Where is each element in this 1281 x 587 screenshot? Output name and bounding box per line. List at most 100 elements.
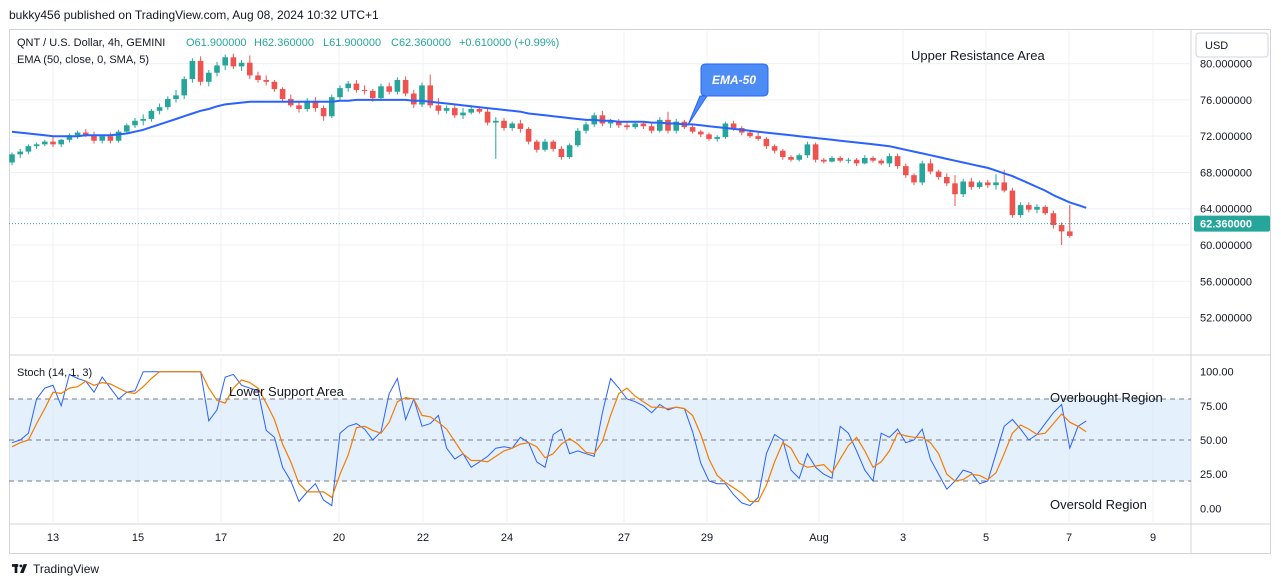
candle-body xyxy=(935,171,942,177)
candle-body xyxy=(222,57,228,66)
candle-body xyxy=(821,159,827,162)
candle xyxy=(443,105,450,114)
candle xyxy=(173,89,179,103)
candle xyxy=(886,153,893,168)
candle-body xyxy=(83,132,89,136)
candle-body xyxy=(370,90,376,99)
candle-body xyxy=(468,108,474,113)
candle xyxy=(796,153,802,162)
candle-body xyxy=(419,85,425,105)
currency-label[interactable]: USD xyxy=(1205,40,1228,52)
candle xyxy=(476,107,483,114)
candle xyxy=(862,155,868,165)
candle xyxy=(230,53,237,70)
candle-body xyxy=(58,139,64,145)
legend-stoch: Stoch (14, 1, 3) xyxy=(17,367,92,379)
candle xyxy=(525,127,532,145)
candle xyxy=(238,60,245,71)
candle-body xyxy=(706,134,712,139)
candle-body xyxy=(583,124,589,131)
footer-logo[interactable]: TradingView xyxy=(12,562,99,576)
time-tick-label: 24 xyxy=(501,532,513,544)
candle xyxy=(255,71,261,83)
candle xyxy=(320,105,327,121)
candle xyxy=(837,156,843,163)
candle-body xyxy=(1017,205,1024,216)
candle-body xyxy=(853,159,860,164)
candle-body xyxy=(976,182,983,187)
candle xyxy=(386,82,392,95)
time-tick-label: 17 xyxy=(215,532,227,544)
candle xyxy=(361,85,368,95)
candle-body xyxy=(607,121,614,124)
candle xyxy=(402,76,409,97)
candle-body xyxy=(50,141,56,145)
candle xyxy=(189,58,196,83)
legend-open: O61.900000 xyxy=(186,37,247,49)
candle xyxy=(1042,205,1048,216)
candle-body xyxy=(624,125,630,128)
price-tick-label: 52.000000 xyxy=(1200,313,1252,325)
candle xyxy=(509,121,515,131)
candle-body xyxy=(255,75,261,80)
candle xyxy=(599,110,606,127)
candle-body xyxy=(747,132,753,137)
candle-body xyxy=(944,176,950,184)
candle-body xyxy=(599,115,606,124)
candle-body xyxy=(402,79,409,94)
publisher-line: bukky456 published on TradingView.com, A… xyxy=(9,8,379,22)
candle xyxy=(968,177,975,190)
price-tick-label: 76.000000 xyxy=(1200,95,1252,107)
candle-body xyxy=(1034,206,1040,210)
stoch-tick-label: 100.00 xyxy=(1200,367,1234,379)
candle-body xyxy=(919,163,925,183)
candle xyxy=(845,157,852,164)
candle xyxy=(17,148,23,158)
candle xyxy=(435,98,442,115)
candle xyxy=(484,108,491,126)
candle-body xyxy=(673,121,679,131)
candle-body xyxy=(763,138,770,147)
candle xyxy=(689,125,696,134)
candle-body xyxy=(657,119,663,131)
candle-body xyxy=(17,151,23,155)
candle xyxy=(296,101,302,113)
candle-body xyxy=(722,123,729,138)
candle xyxy=(788,155,794,162)
candle xyxy=(427,74,433,109)
candle xyxy=(829,156,835,163)
candle xyxy=(534,139,540,153)
candle-body xyxy=(271,81,278,90)
time-tick-label: 13 xyxy=(47,532,59,544)
time-axis-ticks: 13 15 17 20 22 24 27 29 Aug 3 5 7 9 xyxy=(47,532,1156,544)
candle-body xyxy=(107,136,114,141)
stoch-tick-label: 25.00 xyxy=(1200,469,1228,481)
candle xyxy=(197,56,204,86)
candle xyxy=(493,117,499,159)
candle-body xyxy=(985,182,991,186)
candle xyxy=(763,137,770,149)
candle xyxy=(1009,187,1016,218)
candle-body xyxy=(140,118,146,121)
candle-body xyxy=(42,141,48,145)
time-tick-label: 9 xyxy=(1150,532,1156,544)
overbought-label: Overbought Region xyxy=(1050,390,1163,405)
candle-body xyxy=(517,123,524,129)
candle xyxy=(460,108,466,119)
legend-close: C62.360000 xyxy=(391,37,451,49)
candle-body xyxy=(730,123,737,129)
candle xyxy=(419,82,425,108)
time-tick-label: 22 xyxy=(417,532,429,544)
candle-body xyxy=(640,123,647,127)
ema-callout: EMA-50 xyxy=(687,63,769,126)
currency-box[interactable] xyxy=(1195,32,1269,58)
candle xyxy=(542,138,548,152)
candle-body xyxy=(263,79,269,82)
candle xyxy=(124,123,130,134)
candle-body xyxy=(616,121,622,126)
candle-body xyxy=(493,120,499,123)
header-bar: bukky456 published on TradingView.com, A… xyxy=(0,0,1281,30)
candle-body xyxy=(132,120,138,126)
candle xyxy=(870,156,876,163)
